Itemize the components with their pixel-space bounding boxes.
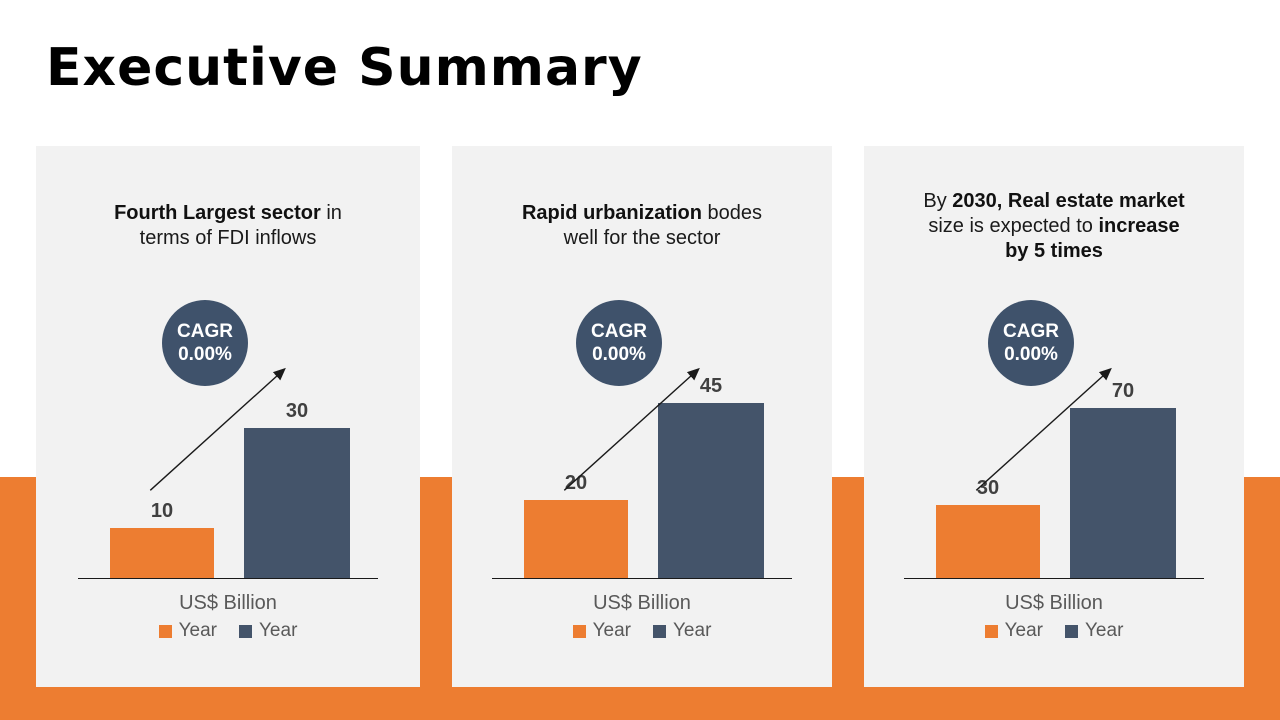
legend-label: Year <box>259 620 298 641</box>
legend-item: Year <box>984 620 1043 642</box>
bar-rect-slate <box>1070 408 1176 578</box>
bar-chart: CAGR 0.00% 20 45 <box>492 296 792 579</box>
panel-heading: Fourth Largest sector in terms of FDI inf… <box>114 202 342 249</box>
bar-rect-orange <box>110 528 214 578</box>
bar-year-start: 20 <box>524 472 628 578</box>
legend-label: Year <box>1085 620 1124 641</box>
legend-swatch-orange <box>572 624 586 638</box>
cagr-badge-value: 0.00% <box>592 344 646 365</box>
bar-year-start: 30 <box>936 477 1040 578</box>
bar-value-label: 30 <box>976 477 1000 499</box>
bar-year-start: 10 <box>110 500 214 578</box>
bar-chart: CAGR 0.00% 10 30 <box>78 296 378 579</box>
bar-value-label: 10 <box>150 500 174 522</box>
panel-heading: By 2030, Real estate market size is expec… <box>923 189 1185 262</box>
bar-value-label: 30 <box>285 400 309 422</box>
legend-item: Year <box>572 620 631 642</box>
legend-label: Year <box>673 620 712 641</box>
legend-label: Year <box>1004 620 1043 641</box>
bar-rect-slate <box>658 403 764 578</box>
legend-swatch-slate <box>653 624 666 638</box>
cagr-badge-value: 0.00% <box>178 344 232 365</box>
axis-unit-label: US$ Billion <box>179 592 277 614</box>
legend-item: Year <box>653 620 711 642</box>
summary-panel-fdi: Fourth Largest sector in terms of FDI inf… <box>36 146 420 687</box>
legend-swatch-slate <box>1065 624 1078 638</box>
chart-legend: Year Year <box>452 620 832 642</box>
chart-legend: Year Year <box>36 620 420 642</box>
bar-value-label: 70 <box>1111 380 1135 402</box>
axis-unit-label: US$ Billion <box>1005 592 1103 614</box>
summary-panel-market-size: By 2030, Real estate market size is expec… <box>864 146 1244 687</box>
panel-heading: Rapid urbanization bodes well for the sec… <box>521 202 763 249</box>
chart-footer: US$ Billion Year Year <box>864 592 1244 642</box>
legend-item: Year <box>158 620 217 642</box>
cagr-badge: CAGR 0.00% <box>988 300 1074 386</box>
bar-chart: CAGR 0.00% 30 70 <box>904 296 1204 579</box>
bar-year-end: 30 <box>244 400 350 578</box>
legend-label: Year <box>178 620 217 641</box>
cagr-badge: CAGR 0.00% <box>162 300 248 386</box>
chart-footer: US$ Billion Year Year <box>36 592 420 642</box>
legend-swatch-orange <box>158 624 172 638</box>
summary-panel-urbanization: Rapid urbanization bodes well for the sec… <box>452 146 832 687</box>
chart-footer: US$ Billion Year Year <box>452 592 832 642</box>
bar-rect-slate <box>244 428 350 578</box>
bar-year-end: 70 <box>1070 380 1176 578</box>
legend-item: Year <box>239 620 297 642</box>
chart-legend: Year Year <box>864 620 1244 642</box>
cagr-badge-label: CAGR <box>177 321 233 342</box>
page-title: Executive Summary <box>46 38 643 98</box>
bar-value-label: 45 <box>699 375 723 397</box>
cagr-badge: CAGR 0.00% <box>576 300 662 386</box>
bar-rect-orange <box>524 500 628 578</box>
cagr-badge-label: CAGR <box>1003 321 1059 342</box>
axis-unit-label: US$ Billion <box>593 592 691 614</box>
legend-swatch-orange <box>984 624 998 638</box>
legend-label: Year <box>592 620 631 641</box>
bar-rect-orange <box>936 505 1040 578</box>
legend-swatch-slate <box>239 624 252 638</box>
cagr-badge-label: CAGR <box>591 321 647 342</box>
bar-value-label: 20 <box>564 472 588 494</box>
cagr-badge-value: 0.00% <box>1004 344 1058 365</box>
legend-item: Year <box>1065 620 1123 642</box>
bar-year-end: 45 <box>658 375 764 578</box>
